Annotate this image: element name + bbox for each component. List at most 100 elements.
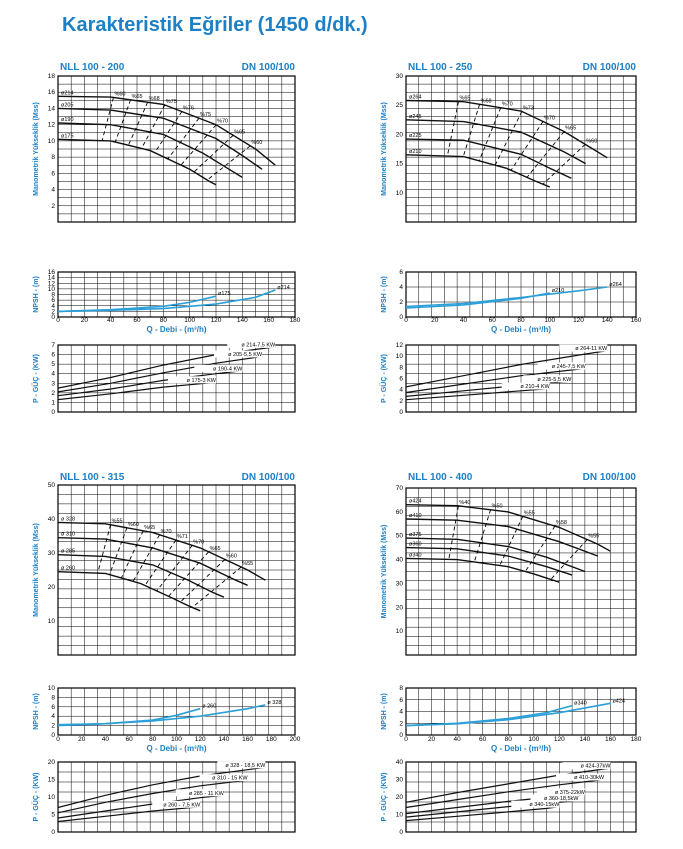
efficiency-line (180, 559, 226, 603)
npsh-y-tick-label: 0 (51, 314, 55, 321)
npsh-curve (57, 289, 276, 313)
head-y-tick-label: 20 (396, 131, 404, 138)
npsh-curve-label: ø264 (609, 282, 622, 288)
head-curve (57, 138, 217, 186)
efficiency-line (97, 524, 112, 574)
head-y-tick-label: 50 (396, 533, 404, 540)
chart-nll100-315: NLL 100 - 315 DN 100/1001020304050Manomet… (31, 472, 301, 836)
power-curve (405, 799, 579, 818)
npsh-y-axis-label: NPSH - (m) (381, 276, 388, 313)
chart-model-label: NLL 100 - 315 (60, 472, 125, 483)
power-y-tick-label: 0 (51, 409, 55, 416)
power-y-tick-label: 6 (51, 352, 55, 359)
x-tick-label: 40 (460, 317, 468, 324)
power-curve (57, 806, 201, 823)
power-label-bg (227, 340, 276, 348)
x-tick-label: 120 (195, 736, 206, 743)
npsh-y-tick-label: 0 (399, 732, 403, 739)
head-y-tick-label: 16 (48, 89, 56, 96)
power-label-bg (511, 800, 560, 808)
x-tick-label: 60 (489, 317, 497, 324)
head-curve-label: ø 310 (61, 532, 75, 538)
head-y-tick-label: 30 (396, 73, 404, 80)
power-y-tick-label: 3 (51, 380, 55, 387)
npsh-curve-label: ø210 (552, 288, 565, 294)
efficiency-label: %65 (234, 129, 245, 135)
efficiency-label: %76 (183, 106, 194, 112)
power-label-bg (175, 789, 224, 797)
power-y-axis-label: P - GÜÇ - (KW) (379, 773, 388, 822)
head-curve-label: ø190 (61, 117, 74, 123)
x-tick-label: 0 (404, 317, 408, 324)
chart-nll100-250: NLL 100 - 250 DN 100/1001015202530Manomet… (379, 62, 642, 416)
power-curve-label: ø 175-3 KW (187, 378, 217, 384)
power-label-bg (530, 794, 579, 802)
npsh-y-axis-label: NPSH - (m) (381, 693, 388, 730)
head-y-tick-label: 10 (396, 190, 404, 197)
x-axis-label: Q - Debi - (m³/h) (147, 325, 207, 334)
head-curve (57, 107, 263, 170)
power-y-tick-label: 8 (399, 364, 403, 371)
head-curve-label: ø205 (61, 102, 74, 108)
efficiency-line (494, 111, 523, 166)
power-y-axis-label: P - GÜÇ - (KW) (31, 773, 40, 822)
head-curve (57, 122, 243, 178)
head-y-tick-label: 12 (48, 122, 56, 129)
x-tick-label: 20 (78, 736, 86, 743)
efficiency-label: %60 (114, 91, 125, 97)
power-curve (405, 388, 550, 401)
power-curve-label: ø 285 - 11 KW (189, 791, 225, 797)
power-label-bg (523, 375, 572, 383)
x-tick-label: 200 (290, 736, 301, 743)
x-tick-label: 20 (428, 736, 436, 743)
efficiency-label: %70 (193, 539, 204, 545)
head-curve-label: ø175 (61, 133, 74, 139)
npsh-curve (405, 286, 608, 308)
power-curve-label: ø 340-15kW (529, 802, 560, 808)
efficiency-label: %50 (492, 504, 503, 510)
npsh-curve-label: ø424 (612, 698, 625, 704)
head-curve (405, 557, 560, 583)
power-label-bg (152, 800, 201, 808)
head-curve-label: ø360 (409, 542, 422, 548)
chart-model-label: NLL 100 - 200 (60, 62, 125, 73)
efficiency-line (168, 551, 209, 597)
power-y-tick-label: 4 (399, 387, 403, 394)
chart-nll100-400: NLL 100 - 400 DN 100/10010203040506070Man… (379, 472, 642, 836)
power-label-bg (536, 788, 585, 796)
head-curve-label: ø375 (409, 532, 422, 538)
power-label-bg (168, 376, 216, 384)
chart-dn-label: DN 100/100 (583, 472, 637, 483)
power-y-tick-label: 0 (399, 409, 403, 416)
efficiency-line (127, 102, 149, 146)
power-y-tick-label: 40 (396, 759, 404, 766)
x-tick-label: 160 (242, 736, 253, 743)
npsh-y-tick-label: 0 (51, 732, 55, 739)
efficiency-label: %65 (144, 525, 155, 531)
head-curve (57, 537, 248, 586)
head-curve (405, 537, 586, 573)
efficiency-label: %55 (588, 533, 599, 539)
efficiency-label: %65 (459, 96, 470, 102)
power-curve-label: ø 260 - 7,5 KW (163, 802, 201, 808)
efficiency-line (462, 104, 481, 157)
head-y-tick-label: 2 (51, 203, 55, 210)
efficiency-label: %70 (502, 102, 513, 108)
npsh-y-tick-label: 14 (48, 275, 56, 282)
x-tick-label: 20 (81, 317, 89, 324)
efficiency-label: %70 (217, 119, 228, 125)
head-y-tick-label: 20 (396, 604, 404, 611)
efficiency-line (550, 539, 588, 580)
npsh-y-tick-label: 8 (399, 685, 403, 692)
x-tick-label: 100 (184, 317, 195, 324)
power-curve (405, 778, 605, 809)
efficiency-line (144, 539, 177, 586)
efficiency-label: %58 (556, 520, 567, 526)
efficiency-label: %68 (149, 96, 160, 102)
npsh-y-tick-label: 4 (51, 713, 55, 720)
efficiency-line (191, 566, 242, 608)
power-y-tick-label: 10 (396, 812, 404, 819)
head-y-tick-label: 20 (48, 584, 56, 591)
npsh-y-tick-label: 4 (51, 303, 55, 310)
